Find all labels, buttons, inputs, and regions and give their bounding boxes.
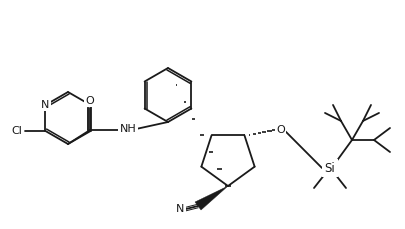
Text: O: O [276, 125, 285, 135]
Text: N: N [41, 100, 50, 110]
Text: O: O [85, 96, 94, 106]
Text: Si: Si [325, 161, 335, 174]
Text: Cl: Cl [11, 126, 22, 136]
Polygon shape [195, 186, 228, 210]
Text: N: N [176, 204, 184, 214]
Text: NH: NH [119, 124, 136, 134]
